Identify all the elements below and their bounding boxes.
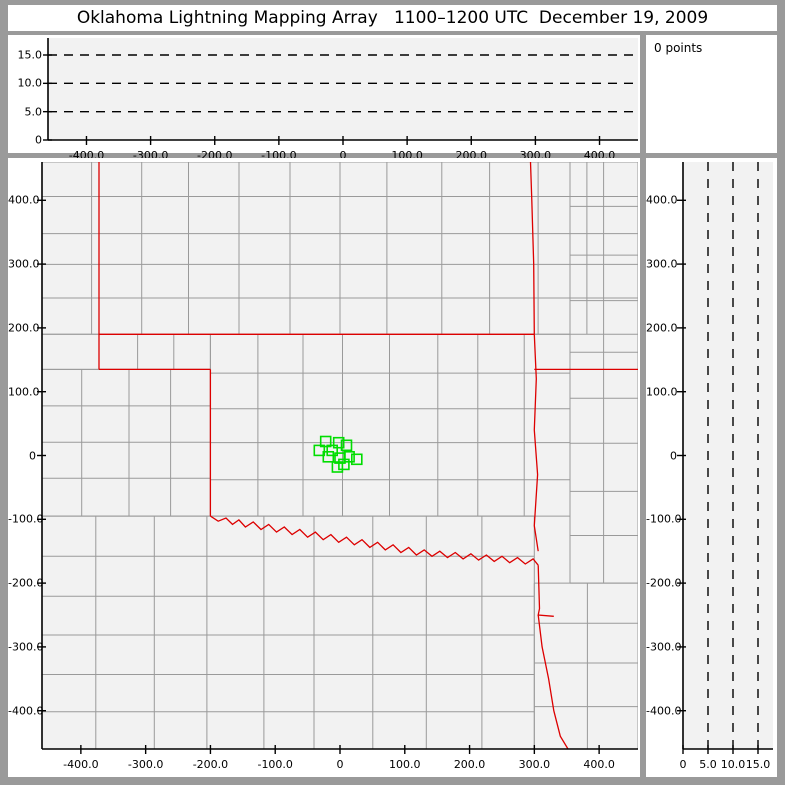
y-tick-label: -400.0 xyxy=(8,704,44,718)
x-tick-label: 5.0 xyxy=(699,758,717,771)
point-count-panel: 0 points xyxy=(646,35,777,153)
station-marker xyxy=(313,444,326,457)
x-tick-label: -400.0 xyxy=(63,758,99,771)
y-tick-label: 300.0 xyxy=(646,257,678,271)
station-marker xyxy=(338,458,350,471)
y-tick-label: 400.0 xyxy=(8,193,40,207)
x-tick-label: 100.0 xyxy=(389,758,421,771)
y-tick-label: 400.0 xyxy=(646,193,678,207)
station-marker xyxy=(322,450,335,463)
plan-view-map-panel[interactable]: -400.0 -300.0 -200.0 -100.0 0 100.0 200.0 300.0… xyxy=(8,158,640,777)
y-tick-label: 10.0 xyxy=(17,76,43,90)
page-title: Oklahoma Lightning Mapping Array 1100–12… xyxy=(76,8,709,28)
y-tick-label: 0 xyxy=(670,449,677,462)
x-tick-label: 0 xyxy=(339,149,347,162)
y-tick-label: 200.0 xyxy=(8,321,40,335)
y-tick-label: -400.0 xyxy=(646,704,682,718)
x-tick-label: -300.0 xyxy=(127,758,164,771)
altitude-profile-plot-area[interactable] xyxy=(683,162,773,749)
y-tick-label: 0 xyxy=(29,449,36,462)
y-tick-label: -100.0 xyxy=(646,512,682,526)
y-tick-label: 0 xyxy=(35,133,42,147)
altitude-profile-panel[interactable]: -400.0 -300.0 -200.0 -100.0 0 100.0 200.0 300.0… xyxy=(646,158,777,777)
x-tick-label: 10.0 xyxy=(720,758,746,771)
y-tick-label: 100.0 xyxy=(646,385,678,399)
county-borders xyxy=(42,162,638,749)
y-tick-label: -200.0 xyxy=(646,576,682,590)
y-tick-label: 100.0 xyxy=(8,385,40,399)
station-marker xyxy=(332,436,345,449)
x-tick-label: 400.0 xyxy=(583,758,615,771)
x-tick-label: 200.0 xyxy=(453,758,486,771)
time-altitude-plot-area[interactable] xyxy=(48,38,638,140)
y-tick-label: 200.0 xyxy=(646,321,678,335)
x-tick-label: 15.0 xyxy=(745,758,771,771)
station-markers xyxy=(313,435,363,473)
x-tick-label: 0 xyxy=(336,758,344,771)
plan-view-map-plot-area[interactable] xyxy=(42,162,638,749)
x-tick-label: -100.0 xyxy=(257,758,293,771)
y-tick-label: 5.0 xyxy=(24,105,43,119)
x-tick-label: -200.0 xyxy=(192,758,229,771)
y-tick-label: -300.0 xyxy=(646,640,682,654)
station-marker xyxy=(340,439,353,452)
point-count-label: 0 points xyxy=(654,41,703,55)
y-tick-label: -100.0 xyxy=(8,512,44,526)
y-tick-label: 300.0 xyxy=(8,257,40,271)
y-tick-label: 15.0 xyxy=(17,48,43,62)
station-marker xyxy=(326,444,339,457)
y-tick-label: -300.0 xyxy=(8,640,44,654)
y-tick-label: -200.0 xyxy=(8,576,44,590)
time-altitude-panel[interactable]: 0 5.0 10.0 15.0 -400.0 -300.0 -200.0 -100.0 0 100… xyxy=(8,35,640,162)
title-bar: Oklahoma Lightning Mapping Array 1100–12… xyxy=(8,5,777,31)
state-borders xyxy=(98,162,638,749)
station-marker xyxy=(331,461,344,473)
x-tick-label: 0 xyxy=(679,758,687,771)
x-tick-label: 300.0 xyxy=(518,758,551,771)
map-geography xyxy=(42,162,638,749)
station-marker xyxy=(350,453,363,466)
station-marker xyxy=(334,452,346,464)
station-marker xyxy=(319,435,332,448)
